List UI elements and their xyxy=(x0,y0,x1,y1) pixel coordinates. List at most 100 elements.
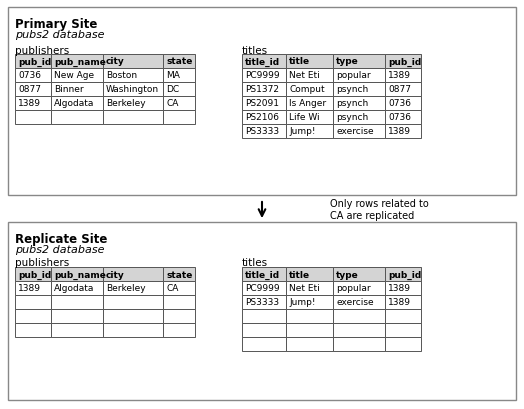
Bar xyxy=(286,55,333,69)
Bar xyxy=(51,69,103,83)
Bar xyxy=(15,111,51,125)
Bar xyxy=(242,125,286,139)
Text: 0736: 0736 xyxy=(388,99,411,108)
Bar xyxy=(163,295,195,309)
Bar xyxy=(385,323,421,337)
Text: titles: titles xyxy=(242,46,268,56)
Bar xyxy=(15,281,51,295)
Bar xyxy=(242,83,286,97)
Bar xyxy=(242,69,286,83)
Bar xyxy=(103,83,163,97)
Text: Boston: Boston xyxy=(106,71,137,80)
Text: state: state xyxy=(166,270,192,279)
Bar xyxy=(8,222,516,400)
Bar xyxy=(242,267,286,281)
Bar xyxy=(286,69,333,83)
Bar xyxy=(385,97,421,111)
Text: pub_id: pub_id xyxy=(18,57,51,66)
Text: pubs2 database: pubs2 database xyxy=(15,30,104,40)
Text: exercise: exercise xyxy=(336,298,374,307)
Text: CA: CA xyxy=(166,284,178,293)
Text: PS3333: PS3333 xyxy=(245,127,279,136)
Bar xyxy=(385,55,421,69)
Bar xyxy=(286,267,333,281)
Text: PS2091: PS2091 xyxy=(245,99,279,108)
Text: DC: DC xyxy=(166,85,179,94)
Bar xyxy=(333,125,385,139)
Text: Life Wi: Life Wi xyxy=(289,113,320,122)
Text: Berkeley: Berkeley xyxy=(106,99,146,108)
Bar xyxy=(385,69,421,83)
Text: pub_name: pub_name xyxy=(54,270,106,279)
Bar xyxy=(103,111,163,125)
Text: 1389: 1389 xyxy=(388,127,411,136)
Bar xyxy=(333,111,385,125)
Text: pub_id: pub_id xyxy=(18,270,51,279)
Text: 0736: 0736 xyxy=(18,71,41,80)
Bar xyxy=(15,323,51,337)
Bar xyxy=(51,111,103,125)
Bar xyxy=(15,267,51,281)
Bar xyxy=(51,97,103,111)
Text: title_id: title_id xyxy=(245,57,280,66)
Bar xyxy=(51,83,103,97)
Bar xyxy=(286,97,333,111)
Bar xyxy=(15,97,51,111)
Bar xyxy=(51,295,103,309)
Text: Washington: Washington xyxy=(106,85,159,94)
Text: Net Eti: Net Eti xyxy=(289,71,320,80)
Bar xyxy=(242,111,286,125)
Bar xyxy=(385,125,421,139)
Text: 0877: 0877 xyxy=(18,85,41,94)
Bar xyxy=(51,323,103,337)
Bar xyxy=(163,267,195,281)
Bar xyxy=(286,309,333,323)
Text: psynch: psynch xyxy=(336,99,368,108)
Bar xyxy=(385,83,421,97)
Bar xyxy=(333,97,385,111)
Bar xyxy=(242,337,286,351)
Bar xyxy=(286,281,333,295)
Text: Is Anger: Is Anger xyxy=(289,99,326,108)
Text: publishers: publishers xyxy=(15,46,69,56)
Bar xyxy=(242,281,286,295)
Text: city: city xyxy=(106,57,125,66)
Bar xyxy=(242,295,286,309)
Text: PS3333: PS3333 xyxy=(245,298,279,307)
Bar xyxy=(242,309,286,323)
Text: 0877: 0877 xyxy=(388,85,411,94)
Bar xyxy=(103,267,163,281)
Text: popular: popular xyxy=(336,71,370,80)
Bar xyxy=(286,323,333,337)
Bar xyxy=(333,295,385,309)
Bar xyxy=(333,69,385,83)
Text: 0736: 0736 xyxy=(388,113,411,122)
Bar xyxy=(163,55,195,69)
Text: PC9999: PC9999 xyxy=(245,71,280,80)
Bar xyxy=(103,281,163,295)
Bar xyxy=(103,323,163,337)
Text: 1389: 1389 xyxy=(388,298,411,307)
Bar xyxy=(15,55,51,69)
Text: popular: popular xyxy=(336,284,370,293)
Bar xyxy=(103,69,163,83)
Text: city: city xyxy=(106,270,125,279)
Text: Only rows related to
CA are replicated: Only rows related to CA are replicated xyxy=(330,199,429,220)
Bar xyxy=(163,111,195,125)
Text: psynch: psynch xyxy=(336,85,368,94)
Text: pub_id: pub_id xyxy=(388,57,421,66)
Bar xyxy=(333,267,385,281)
Bar xyxy=(51,55,103,69)
Bar xyxy=(286,125,333,139)
Text: type: type xyxy=(336,270,359,279)
Bar xyxy=(163,309,195,323)
Bar xyxy=(163,323,195,337)
Bar xyxy=(333,281,385,295)
Bar xyxy=(333,323,385,337)
Bar xyxy=(8,8,516,196)
Bar xyxy=(15,83,51,97)
Text: exercise: exercise xyxy=(336,127,374,136)
Text: publishers: publishers xyxy=(15,257,69,267)
Text: pubs2 database: pubs2 database xyxy=(15,245,104,254)
Bar xyxy=(333,55,385,69)
